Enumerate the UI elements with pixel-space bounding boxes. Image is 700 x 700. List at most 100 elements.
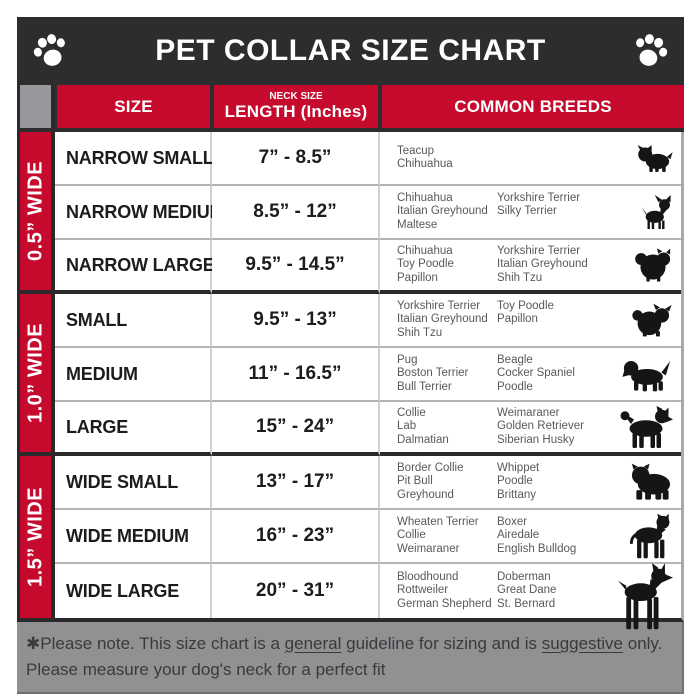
- breeds-cell: Yorkshire Terrier Italian Greyhound Shih T…: [380, 294, 681, 348]
- breed-line: Pit Bull: [397, 475, 433, 488]
- breed-line: Pug: [397, 353, 418, 366]
- breed-column-2: Toy Poodle Papillon: [497, 300, 615, 327]
- breed-column-2: Yorkshire Terrier Silky Terrier: [497, 192, 615, 219]
- breed-column-2: Yorkshire Terrier Italian Greyhound Shih T…: [497, 245, 615, 286]
- breed-column-2: Weimaraner Golden Retriever Siberian Husky: [497, 407, 615, 448]
- breed-columns: Teacup Chihuahua: [380, 145, 615, 172]
- breed-line: Bull Terrier: [397, 380, 452, 393]
- pomeranian-icon: [633, 248, 673, 282]
- paw-icon: [629, 30, 672, 72]
- breed-column-2: Whippet Poodle Brittany: [497, 462, 615, 503]
- breed-line: Dalmatian: [397, 433, 449, 446]
- breed-line: Yorkshire Terrier: [497, 244, 581, 257]
- size-label: MEDIUM: [55, 348, 212, 402]
- husky-icon: [619, 406, 673, 448]
- rail-label: 1.0” WIDE: [24, 322, 46, 424]
- header-col-size: SIZE: [57, 85, 210, 128]
- header-breeds-label: COMMON BREEDS: [454, 96, 612, 116]
- breed-line: English Bulldog: [497, 542, 577, 555]
- neck-length-value: 8.5” - 12”: [212, 186, 380, 240]
- breed-line: Brittany: [497, 488, 536, 501]
- header-length-label: LENGTH (Inches): [224, 102, 368, 121]
- breed-line: Shih Tzu: [397, 326, 443, 339]
- footer-note: ✱Please note. This size chart is a gener…: [17, 622, 684, 694]
- breed-column-1: Border Collie Pit Bull Greyhound: [397, 462, 497, 503]
- breed-line: Poodle: [497, 475, 533, 488]
- note-text: guideline for sizing and is: [341, 634, 542, 653]
- size-label: WIDE SMALL: [55, 456, 212, 510]
- header-corner-cell: [17, 85, 55, 128]
- breed-column-1: Pug Boston Terrier Bull Terrier: [397, 354, 497, 395]
- paw-icon: [28, 30, 71, 72]
- size-chart: PET COLLAR SIZE CHART SIZE NECK SIZE LEN…: [17, 17, 684, 694]
- footer-note-line-1: ✱Please note. This size chart is a gener…: [26, 631, 672, 657]
- breed-line: Italian Greyhound: [397, 313, 488, 326]
- breed-line: Chihuahua: [397, 158, 453, 170]
- breed-column-1: Yorkshire Terrier Italian Greyhound Shih T…: [397, 300, 497, 341]
- breed-line: Wheaten Terrier: [397, 515, 479, 528]
- breed-line: Weimaraner: [497, 406, 560, 419]
- note-underlined-suggestive: suggestive: [541, 634, 624, 653]
- breeds-cell: Bloodhound Rottweiler German Shepherd Dobe…: [380, 563, 681, 630]
- breeds-cell: Teacup Chihuahua: [380, 132, 681, 186]
- breed-line: Boxer: [497, 515, 528, 528]
- rail-section-1-5-wide: 1.5” WIDE: [17, 456, 55, 618]
- breed-line: Silky Terrier: [497, 205, 557, 218]
- breed-line: Doberman: [497, 570, 551, 583]
- neck-length-value: 9.5” - 13”: [212, 294, 380, 348]
- size-table-body: 0.5” WIDE 1.0” WIDE 1.5” WIDE NARROW SMA…: [17, 132, 684, 630]
- header-col-common-breeds: COMMON BREEDS: [382, 85, 684, 128]
- size-label: NARROW SMALL: [55, 132, 214, 186]
- breed-line: German Shepherd: [397, 597, 492, 610]
- size-label: NARROW MEDIUM: [55, 186, 225, 240]
- doberman-icon: [615, 563, 673, 631]
- neck-length-value: 11” - 16.5”: [212, 348, 380, 402]
- rail-section-1-0-wide: 1.0” WIDE: [17, 294, 55, 456]
- chihuahua-icon: [639, 195, 673, 229]
- breed-line: Italian Greyhound: [497, 258, 588, 271]
- header-row: SIZE NECK SIZE LENGTH (Inches) COMMON BR…: [17, 85, 684, 132]
- breed-columns: Pug Boston Terrier Bull Terrier Beagle Cock…: [380, 354, 615, 395]
- breed-columns: Collie Lab Dalmatian Weimaraner Golden Retr…: [380, 407, 615, 448]
- note-text: ✱Please note. This size chart is a: [26, 634, 285, 653]
- breed-line: Papillon: [497, 313, 538, 326]
- breeds-cell: Chihuahua Toy Poodle Papillon Yorkshire Te…: [380, 240, 681, 294]
- breed-line: Airedale: [497, 529, 540, 542]
- breed-line: Yorkshire Terrier: [397, 299, 481, 312]
- breed-line: Cocker Spaniel: [497, 367, 575, 380]
- breeds-cell: Pug Boston Terrier Bull Terrier Beagle Cock…: [380, 348, 681, 402]
- note-text: only.: [623, 634, 663, 653]
- size-label: SMALL: [55, 294, 212, 348]
- rail-label: 0.5” WIDE: [24, 160, 46, 262]
- breed-columns: Yorkshire Terrier Italian Greyhound Shih T…: [380, 300, 615, 341]
- neck-length-value: 16” - 23”: [212, 510, 380, 564]
- breed-line: Boston Terrier: [397, 367, 469, 380]
- breed-columns: Wheaten Terrier Collie Weimaraner Boxer Air…: [380, 516, 615, 557]
- breed-column-1: Teacup Chihuahua: [397, 145, 497, 172]
- breeds-cell: Collie Lab Dalmatian Weimaraner Golden Retr…: [380, 402, 681, 456]
- size-label: WIDE LARGE: [55, 564, 212, 618]
- breed-column-2: Boxer Airedale English Bulldog: [497, 516, 615, 557]
- breed-line: Weimaraner: [397, 542, 460, 555]
- breed-line: Yorkshire Terrier: [497, 191, 581, 204]
- header-col-neck-size: NECK SIZE LENGTH (Inches): [214, 85, 378, 128]
- breed-columns: Bloodhound Rottweiler German Shepherd Dobe…: [380, 571, 615, 612]
- breed-line: Lab: [397, 420, 417, 433]
- breed-line: Poodle: [497, 380, 533, 393]
- neck-length-value: 15” - 24”: [212, 402, 380, 456]
- breed-line: Greyhound: [397, 488, 454, 501]
- breed-line: Toy Poodle: [497, 299, 554, 312]
- breed-line: Collie: [397, 406, 426, 419]
- breed-column-1: Chihuahua Toy Poodle Papillon: [397, 245, 497, 286]
- breed-line: Collie: [397, 529, 426, 542]
- title-bar: PET COLLAR SIZE CHART: [17, 17, 684, 85]
- breed-line: Rottweiler: [397, 584, 449, 597]
- breed-line: Chihuahua: [397, 191, 453, 204]
- header-size-label: SIZE: [114, 96, 153, 116]
- breed-line: Chihuahua: [397, 244, 453, 257]
- breed-line: Beagle: [497, 353, 533, 366]
- neck-length-value: 20” - 31”: [212, 564, 380, 618]
- breed-column-1: Bloodhound Rottweiler German Shepherd: [397, 571, 497, 612]
- breed-columns: Border Collie Pit Bull Greyhound Whippet Po…: [380, 462, 615, 503]
